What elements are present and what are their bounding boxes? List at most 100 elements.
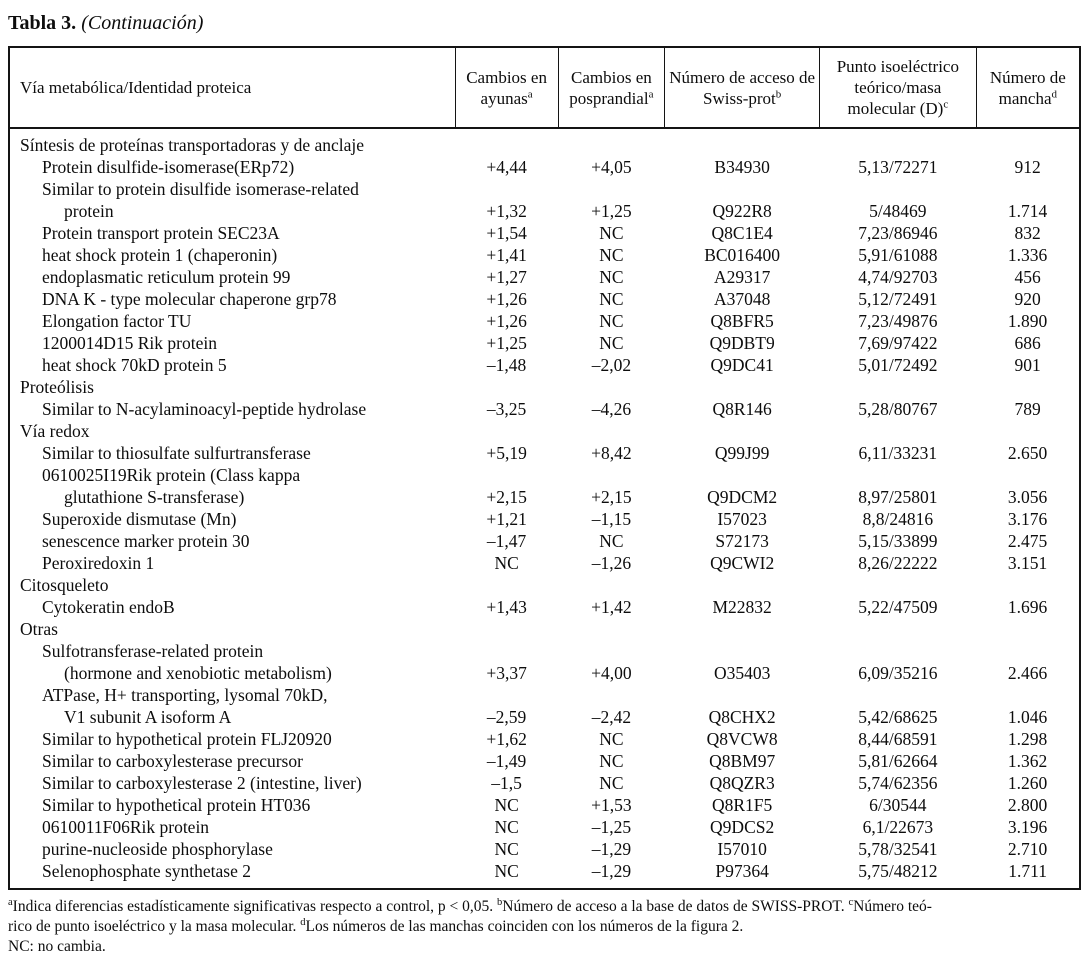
swissprot-accession: I57023 xyxy=(717,509,767,529)
protein-label: Similar to carboxylesterase precursor xyxy=(42,751,303,771)
spot-number: 1.890 xyxy=(1007,311,1048,331)
table-body: Síntesis de proteínas transportadoras y … xyxy=(9,128,1080,889)
pi-mass-value: 6,11/33231 xyxy=(858,443,938,463)
section-row: Vía redox xyxy=(9,420,1080,442)
swissprot-accession: Q8C1E4 xyxy=(711,223,773,243)
header-via-metabolica: Vía metabólica/Identidad proteica xyxy=(9,47,456,129)
swissprot-accession: P97364 xyxy=(715,861,769,881)
ayunas-value: –1,47 xyxy=(486,531,527,551)
ayunas-value: +1,26 xyxy=(486,289,527,309)
posprandial-value: –2,42 xyxy=(591,707,632,727)
swissprot-accession: A37048 xyxy=(713,289,771,309)
table-row: endoplasmatic reticulum protein 99 +1,27 N… xyxy=(9,266,1080,288)
spot-number xyxy=(976,464,1080,486)
pi-mass-value: 5,74/62356 xyxy=(858,773,938,793)
protein-label: (hormone and xenobiotic metabolism) xyxy=(64,663,332,683)
swissprot-accession: Q922R8 xyxy=(712,201,772,221)
ayunas-value: +1,41 xyxy=(486,245,527,265)
pi-mass-value: 5,78/32541 xyxy=(858,839,938,859)
ayunas-value: +4,44 xyxy=(486,157,527,177)
protein-label: 0610011F06Rik protein xyxy=(42,817,210,837)
spot-number: 901 xyxy=(1014,355,1041,375)
pi-mass-value: 5,91/61088 xyxy=(858,245,938,265)
pi-mass-value: 5/48469 xyxy=(869,201,927,221)
ayunas-value: +1,25 xyxy=(486,333,527,353)
section-label: Citosqueleto xyxy=(20,575,109,595)
header-sup: d xyxy=(1051,87,1058,100)
table-row: Similar to carboxylesterase 2 (intestine… xyxy=(9,772,1080,794)
table-row: Similar to carboxylesterase precursor –1,… xyxy=(9,750,1080,772)
ayunas-value xyxy=(455,574,558,596)
pi-mass-value xyxy=(820,684,977,706)
posprandial-value: NC xyxy=(599,289,624,309)
pi-mass-value: 5,28/80767 xyxy=(858,399,938,419)
spot-number: 2.710 xyxy=(1007,839,1048,859)
spot-number xyxy=(976,376,1080,398)
posprandial-value: NC xyxy=(599,223,624,243)
ayunas-value xyxy=(455,684,558,706)
posprandial-value: –2,02 xyxy=(591,355,632,375)
protein-label: protein xyxy=(64,201,114,221)
header-sup: a xyxy=(527,87,533,100)
header-label: Cambios en posprandial xyxy=(569,67,652,108)
protein-label: Similar to N-acylaminoacyl-peptide hydro… xyxy=(42,399,367,419)
section-row: Proteólisis xyxy=(9,376,1080,398)
spot-number: 1.046 xyxy=(1007,707,1048,727)
header-sup: b xyxy=(775,87,782,100)
swissprot-accession xyxy=(665,376,820,398)
section-label: Vía redox xyxy=(20,421,90,441)
swissprot-accession: Q8BM97 xyxy=(709,751,776,771)
ayunas-value xyxy=(455,618,558,640)
table-row: ATPase, H+ transporting, lysomal 70kD, xyxy=(9,684,1080,706)
proteomics-table: Vía metabólica/Identidad proteica Cambio… xyxy=(8,46,1081,890)
swissprot-accession xyxy=(665,464,820,486)
swissprot-accession: B34930 xyxy=(714,157,770,177)
table-row: Elongation factor TU +1,26 NC Q8BFR5 7,23/49… xyxy=(9,310,1080,332)
header-label: Cambios en ayunas xyxy=(466,67,547,108)
spot-number: 3.196 xyxy=(1007,817,1048,837)
table-title-number: Tabla 3. xyxy=(8,12,77,34)
posprandial-value xyxy=(558,178,665,200)
posprandial-value xyxy=(558,574,665,596)
protein-label: endoplasmatic reticulum protein 99 xyxy=(42,267,291,287)
swissprot-accession: Q9DCS2 xyxy=(710,817,775,837)
protein-label: Similar to carboxylesterase 2 (intestine… xyxy=(42,773,362,793)
spot-number: 789 xyxy=(1014,399,1041,419)
posprandial-value: –4,26 xyxy=(591,399,632,419)
ayunas-value xyxy=(455,464,558,486)
spot-number xyxy=(976,128,1080,156)
table-row: Similar to N-acylaminoacyl-peptide hydro… xyxy=(9,398,1080,420)
spot-number xyxy=(976,420,1080,442)
table-row: Similar to protein disulfide isomerase-r… xyxy=(9,178,1080,200)
posprandial-value: NC xyxy=(599,311,624,331)
protein-label: Selenophosphate synthetase 2 xyxy=(42,861,251,881)
section-row: Síntesis de proteínas transportadoras y … xyxy=(9,128,1080,156)
footnote-sup: d xyxy=(300,916,306,928)
pi-mass-value: 8,97/25801 xyxy=(858,487,938,507)
swissprot-accession xyxy=(665,420,820,442)
pi-mass-value: 5,42/68625 xyxy=(858,707,938,727)
ayunas-value: +1,43 xyxy=(486,597,527,617)
posprandial-value xyxy=(558,684,665,706)
swissprot-accession: Q8QZR3 xyxy=(709,773,775,793)
header-label: Punto isoeléctrico teórico/masa molecula… xyxy=(836,57,959,118)
swissprot-accession: Q8VCW8 xyxy=(706,729,778,749)
ayunas-value: +1,27 xyxy=(486,267,527,287)
pi-mass-value: 5,15/33899 xyxy=(858,531,938,551)
section-row: Otras xyxy=(9,618,1080,640)
swissprot-accession: BC016400 xyxy=(704,245,781,265)
pi-mass-value: 8,44/68591 xyxy=(858,729,938,749)
table-row: Peroxiredoxin 1 NC –1,26 Q9CWI2 8,26/22222 3.… xyxy=(9,552,1080,574)
section-label: Otras xyxy=(20,619,58,639)
swissprot-accession xyxy=(665,178,820,200)
protein-label: purine-nucleoside phosphorylase xyxy=(42,839,273,859)
posprandial-value: –1,29 xyxy=(591,839,632,859)
table-row: Sulfotransferase-related protein xyxy=(9,640,1080,662)
posprandial-value: NC xyxy=(599,267,624,287)
ayunas-value: NC xyxy=(494,817,519,837)
spot-number: 2.466 xyxy=(1007,663,1048,683)
pi-mass-value: 6,09/35216 xyxy=(858,663,938,683)
swissprot-accession: M22832 xyxy=(712,597,772,617)
header-label: Número de mancha xyxy=(989,67,1066,108)
pi-mass-value: 6,1/22673 xyxy=(862,817,934,837)
